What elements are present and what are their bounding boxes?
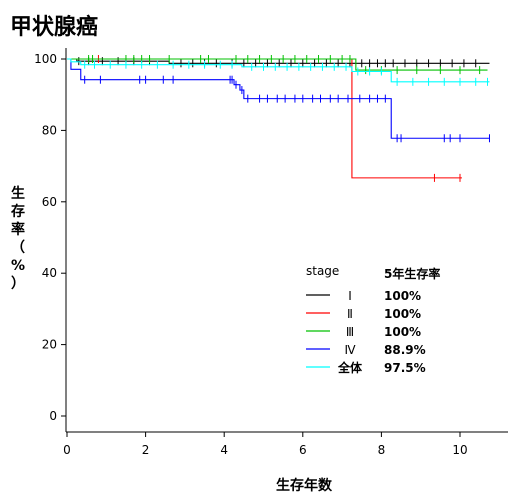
series-1 (67, 55, 462, 182)
series-line (67, 58, 488, 71)
series-line (67, 58, 462, 179)
legend-header-value: 5年生存率 (384, 266, 440, 281)
y-tick-label: 20 (42, 338, 57, 352)
legend-label: Ⅲ (346, 325, 354, 339)
y-axis-label-text: 生存率（%） (11, 185, 25, 292)
legend-label: Ⅳ (344, 343, 355, 357)
series-line (67, 58, 490, 64)
y-tick-label: 80 (42, 123, 57, 137)
legend-value: 100% (384, 307, 421, 321)
legend-value: 100% (384, 289, 421, 303)
legend: stage 5年生存率 Ⅰ 100% Ⅱ 100% Ⅲ 100% Ⅳ 88.9% 全体 97.5% (306, 264, 440, 375)
series-3 (67, 58, 490, 143)
legend-value: 100% (384, 325, 421, 339)
y-tick-label: 0 (49, 409, 57, 423)
series-4 (67, 58, 490, 86)
x-ticks: 0 2 4 6 8 10 (63, 432, 468, 457)
y-tick-label: 60 (42, 195, 57, 209)
x-tick-label: 6 (299, 443, 307, 457)
legend-label: Ⅱ (347, 307, 353, 321)
y-tick-label: 40 (42, 266, 57, 280)
x-tick-label: 4 (220, 443, 228, 457)
series-2 (67, 55, 488, 75)
axes (65, 48, 508, 433)
y-ticks: 0 20 40 60 80 100 (34, 52, 66, 423)
legend-value: 97.5% (384, 361, 426, 375)
x-tick-label: 8 (378, 443, 386, 457)
x-tick-label: 10 (452, 443, 467, 457)
y-tick-label: 100 (34, 52, 57, 66)
y-axis-label: 生存率（%） (11, 185, 25, 292)
x-tick-label: 0 (63, 443, 71, 457)
chart-title: 甲状腺癌 (10, 14, 98, 40)
legend-value: 88.9% (384, 343, 426, 357)
x-tick-label: 2 (142, 443, 150, 457)
legend-label: 全体 (337, 360, 363, 375)
series-line (67, 58, 490, 139)
legend-label: Ⅰ (348, 289, 352, 303)
series-line (67, 58, 490, 83)
x-axis-label: 生存年数 (276, 477, 333, 494)
legend-header-name: stage (306, 264, 339, 278)
series-layer (67, 55, 490, 182)
